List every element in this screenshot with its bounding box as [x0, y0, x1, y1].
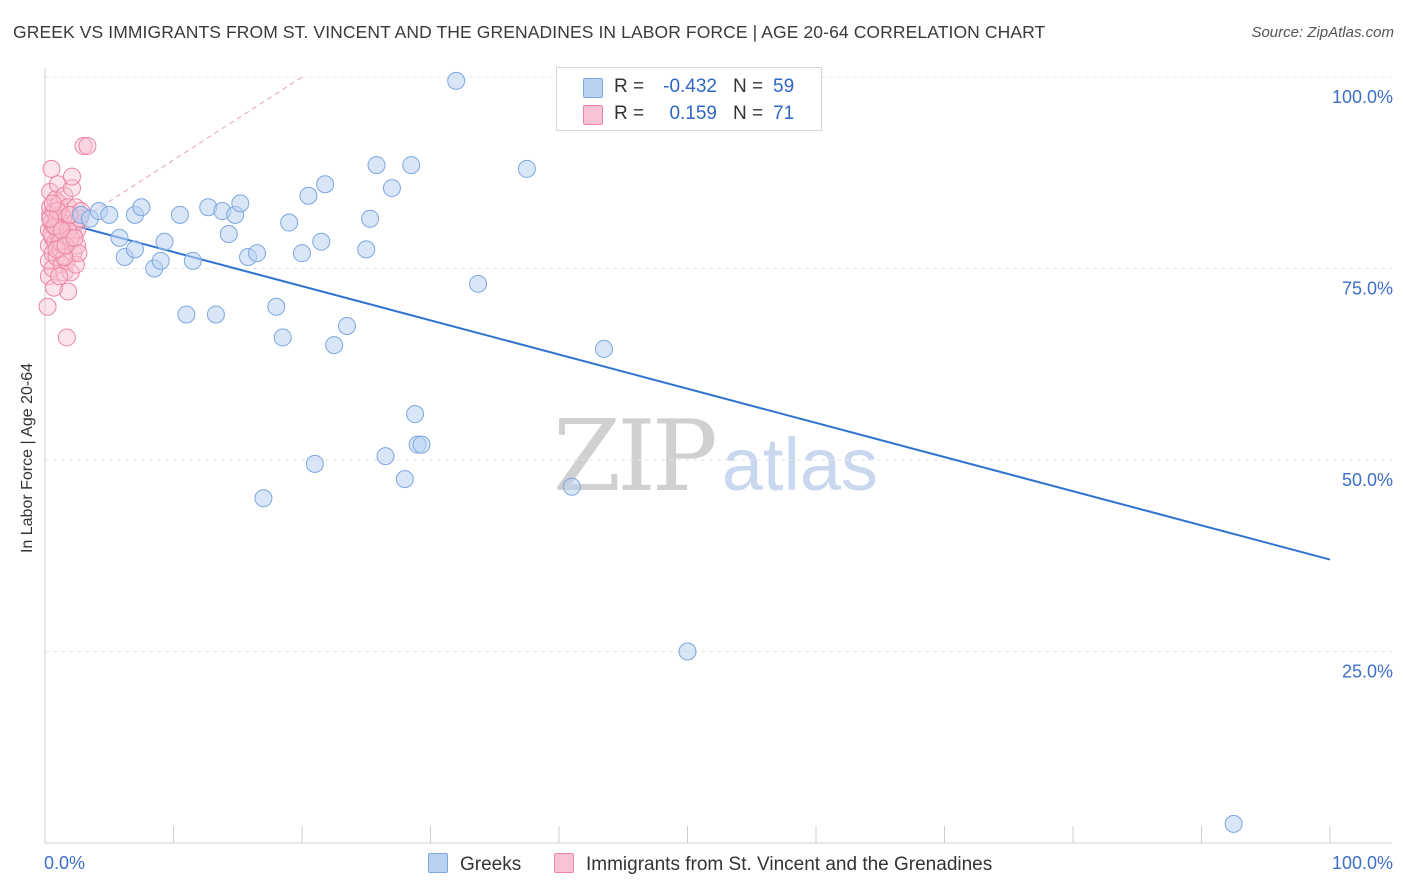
data-point-greeks	[219, 225, 238, 244]
data-point-greeks	[155, 232, 174, 251]
legend-n-value: 71	[773, 103, 795, 124]
data-point-greeks	[412, 435, 431, 454]
legend-swatch-immigrants	[554, 853, 574, 873]
data-point-greeks	[132, 198, 151, 217]
legend-n-label: N =	[733, 76, 764, 97]
data-point-greeks	[367, 156, 386, 175]
trend-line-immigrants	[70, 76, 303, 227]
data-point-immigrants	[47, 240, 66, 259]
y-tick-label: 25.0%	[1342, 662, 1393, 682]
data-point-greeks	[325, 336, 344, 355]
data-point-immigrants	[38, 297, 57, 316]
data-point-immigrants	[42, 159, 61, 178]
legend-swatch-blue	[583, 78, 603, 98]
legend-r-value: -0.432	[663, 76, 717, 97]
legend-item-immigrants: Immigrants from St. Vincent and the Gren…	[554, 853, 992, 876]
zipatlas-watermark: ZIP atlas	[553, 400, 878, 514]
data-point-greeks	[110, 228, 129, 247]
data-point-greeks	[357, 240, 376, 259]
data-point-greeks	[100, 205, 119, 224]
data-point-greeks	[206, 305, 225, 324]
data-point-immigrants	[44, 278, 63, 297]
grid-lines	[45, 76, 1392, 652]
legend-n-value: 59	[773, 76, 795, 97]
data-point-immigrants	[62, 167, 81, 186]
data-point-greeks	[678, 642, 697, 661]
chart-title: GREEK VS IMMIGRANTS FROM ST. VINCENT AND…	[13, 22, 1046, 42]
legend-row-immigrants: R = 0.159 N = 71	[557, 100, 821, 128]
data-point-greeks	[177, 305, 196, 324]
data-point-immigrants	[41, 209, 60, 228]
watermark-atlas: atlas	[721, 423, 879, 506]
data-point-greeks	[170, 205, 189, 224]
data-point-greeks	[395, 470, 414, 489]
data-point-immigrants	[56, 236, 75, 255]
data-point-immigrants	[48, 175, 67, 194]
data-point-greeks	[312, 232, 331, 251]
source-credit: Source: ZipAtlas.com	[1251, 24, 1394, 41]
y-tick-label: 50.0%	[1342, 470, 1393, 490]
data-point-greeks	[125, 240, 144, 259]
legend-item-greeks: Greeks	[428, 853, 521, 876]
legend-r-value: 0.159	[669, 103, 717, 124]
data-point-greeks	[280, 213, 299, 232]
legend-n-label: N =	[733, 103, 764, 124]
legend-swatch-pink	[583, 105, 603, 125]
data-point-greeks	[305, 454, 324, 473]
data-point-greeks	[447, 71, 466, 90]
data-point-greeks	[316, 175, 335, 194]
data-point-immigrants	[59, 282, 78, 301]
tick-labels: 100.0% 75.0% 50.0% 25.0% 0.0% 100.0%	[44, 87, 1393, 873]
data-point-greeks	[231, 194, 250, 213]
data-point-immigrants	[55, 248, 74, 267]
data-point-greeks	[337, 316, 356, 335]
series-pink-points	[38, 136, 97, 347]
axes	[44, 68, 1392, 844]
data-point-immigrants	[78, 136, 97, 155]
trend-lines	[70, 76, 1331, 561]
data-point-greeks	[293, 244, 311, 263]
data-point-greeks	[254, 489, 273, 508]
data-point-greeks	[376, 447, 395, 466]
watermark-zip: ZIP	[553, 400, 718, 514]
series-blue-points	[71, 71, 1243, 833]
data-point-greeks	[517, 159, 536, 178]
data-point-greeks	[562, 477, 581, 496]
data-point-immigrants	[57, 328, 76, 347]
data-point-greeks	[469, 274, 488, 293]
data-point-greeks	[402, 156, 421, 175]
data-point-immigrants	[74, 136, 93, 155]
data-point-immigrants	[43, 259, 62, 278]
data-point-immigrants	[43, 194, 62, 213]
legend-r-label: R =	[614, 76, 645, 97]
data-point-greeks	[273, 328, 292, 347]
data-point-greeks	[299, 186, 318, 205]
stats-legend: R = -0.432 N = 59 R = 0.159 N = 71	[556, 67, 822, 131]
data-point-greeks	[406, 405, 425, 424]
trend-line-greeks	[76, 225, 1331, 561]
data-point-greeks	[1224, 814, 1243, 833]
data-point-greeks	[594, 339, 613, 358]
data-point-greeks	[267, 297, 286, 316]
legend-swatch-greeks	[428, 853, 448, 873]
y-tick-label: 100.0%	[1332, 87, 1393, 107]
legend-row-greeks: R = -0.432 N = 59	[557, 73, 821, 101]
data-point-immigrants	[50, 267, 69, 286]
legend-label-immigrants: Immigrants from St. Vincent and the Gren…	[586, 854, 993, 875]
data-point-immigrants	[65, 228, 84, 247]
data-point-greeks	[248, 244, 267, 263]
data-point-greeks	[151, 251, 170, 270]
x-tick-label-min: 0.0%	[44, 853, 85, 873]
y-tick-label: 75.0%	[1342, 279, 1393, 299]
data-point-greeks	[382, 179, 401, 198]
series-legend: Greeks Immigrants from St. Vincent and t…	[0, 853, 1406, 877]
x-tick-label-max: 100.0%	[1332, 853, 1393, 873]
legend-r-label: R =	[614, 103, 645, 124]
data-point-greeks	[361, 209, 380, 228]
data-point-greeks	[183, 251, 202, 270]
legend-label-greeks: Greeks	[460, 854, 522, 875]
